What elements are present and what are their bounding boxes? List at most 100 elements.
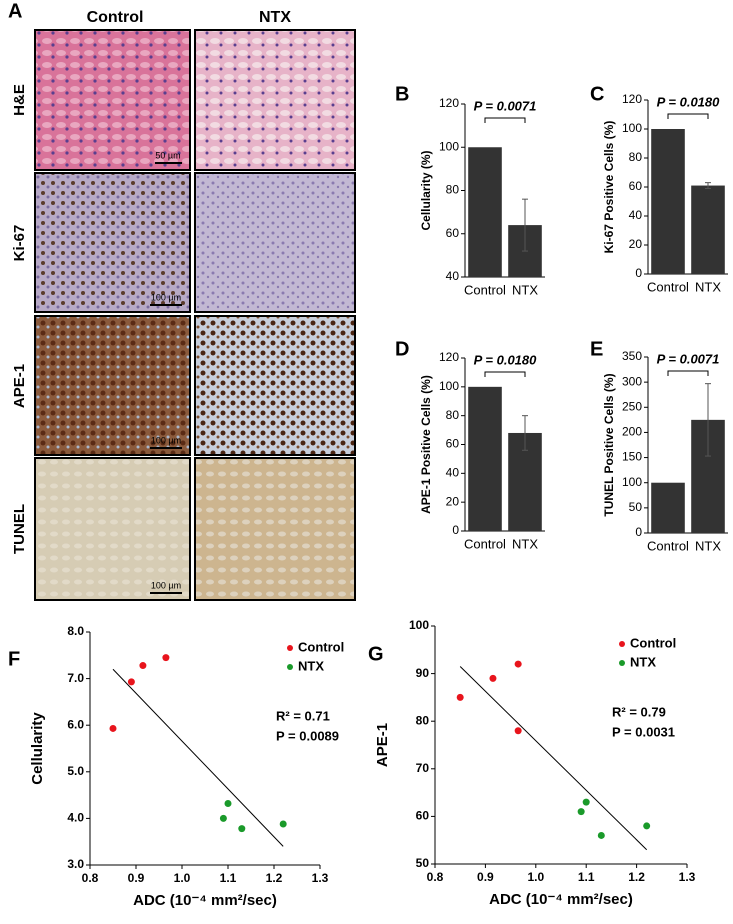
y-tick-label: 300: [622, 374, 642, 388]
y-tick-label: 100: [622, 475, 642, 489]
y-tick-label: 100: [409, 618, 429, 632]
row-label: H&E: [11, 84, 28, 116]
y-tick-label: 60: [446, 437, 460, 451]
image: [194, 172, 356, 313]
y-tick-label: 20: [446, 494, 460, 508]
point: [109, 724, 117, 732]
bar: [468, 386, 502, 531]
point: [224, 799, 232, 807]
panel-label: D: [395, 338, 409, 360]
y-tick-label: 50: [416, 856, 430, 870]
panel-label: G: [368, 643, 384, 665]
point: [127, 678, 135, 686]
panel-label: A: [8, 0, 22, 22]
trendline: [459, 666, 648, 851]
x-axis-label: ADC (10⁻⁴ mm²/sec): [489, 891, 633, 908]
x-tick-label: NTX: [695, 279, 721, 294]
y-tick-label: 80: [629, 150, 643, 164]
x-tick-label: NTX: [512, 282, 538, 297]
legend-marker: [619, 641, 625, 647]
bar: [691, 185, 725, 274]
column-label: NTX: [259, 9, 291, 26]
y-axis-label: Cellularity: [29, 712, 46, 785]
legend-label: Control: [630, 635, 676, 650]
point: [489, 674, 497, 682]
image: [34, 29, 191, 171]
x-tick-label: Control: [464, 536, 506, 551]
row-label: APE-1: [11, 364, 28, 408]
column-label: Control: [87, 9, 144, 26]
bracket: [484, 117, 526, 123]
y-tick-label: 40: [446, 466, 460, 480]
trendline: [112, 668, 284, 847]
y-tick-label: 100: [622, 121, 642, 135]
annotation: P = 0.0180: [657, 94, 721, 109]
image: [194, 315, 356, 456]
panel-label: B: [395, 83, 409, 105]
y-axis-label: APE-1: [374, 723, 391, 767]
scale-bar-label: 50 µm: [155, 150, 180, 160]
x-tick-label: NTX: [512, 536, 538, 551]
y-tick-label: 90: [416, 666, 430, 680]
x-tick-label: NTX: [695, 538, 721, 553]
y-tick-label: 7.0: [67, 671, 84, 685]
point: [514, 660, 522, 668]
y-tick-label: 40: [446, 269, 460, 283]
y-tick-label: 100: [439, 139, 459, 153]
image: [34, 457, 191, 601]
point: [219, 814, 227, 822]
point: [279, 820, 287, 828]
x-tick-label: Control: [647, 279, 689, 294]
x-tick-label: 1.3: [679, 870, 696, 884]
y-tick-label: 5.0: [67, 764, 84, 778]
x-tick-label: 1.1: [220, 871, 237, 885]
y-tick-label: 120: [439, 96, 459, 110]
y-tick-label: 100: [439, 379, 459, 393]
legend-marker: [287, 645, 293, 651]
annotation: P = 0.0180: [474, 352, 538, 367]
x-tick-label: Control: [647, 538, 689, 553]
annotation: P = 0.0071: [657, 351, 720, 366]
legend-marker: [287, 664, 293, 670]
y-tick-label: 250: [622, 399, 642, 413]
y-axis-label: TUNEL Positive Cells (%): [602, 373, 616, 516]
image: [194, 29, 356, 171]
x-tick-label: 1.0: [174, 871, 191, 885]
y-axis-label: APE-1 Positive Cells (%): [419, 375, 433, 514]
y-tick-label: 80: [446, 408, 460, 422]
scale-bar-label: 100 µm: [151, 580, 181, 590]
annotation: R² = 0.79: [612, 704, 666, 719]
bar: [651, 482, 685, 533]
y-axis-label: Ki-67 Positive Cells (%): [602, 121, 616, 254]
y-tick-label: 3.0: [67, 857, 84, 871]
row-label: Ki-67: [11, 225, 28, 262]
legend-marker: [619, 660, 625, 666]
annotation: R² = 0.71: [276, 708, 330, 723]
x-tick-label: 0.9: [128, 871, 145, 885]
point: [139, 662, 147, 670]
y-tick-label: 70: [416, 761, 430, 775]
point: [577, 808, 585, 816]
panel-label: C: [590, 83, 604, 105]
x-tick-label: 1.0: [527, 870, 544, 884]
y-axis-label: Cellularity (%): [419, 150, 433, 230]
y-tick-label: 6.0: [67, 717, 84, 731]
annotation: P = 0.0031: [612, 724, 675, 739]
y-tick-label: 0: [635, 266, 642, 280]
row-label: TUNEL: [11, 504, 28, 554]
legend-label: NTX: [630, 654, 656, 669]
x-tick-label: 1.1: [578, 870, 595, 884]
y-tick-label: 80: [416, 713, 430, 727]
y-tick-label: 120: [439, 350, 459, 364]
image: [34, 172, 191, 313]
annotation: P = 0.0089: [276, 728, 339, 743]
y-tick-label: 60: [446, 226, 460, 240]
point: [162, 654, 170, 662]
x-tick-label: 0.8: [82, 871, 99, 885]
panel-a: [34, 29, 356, 601]
scale-bar-label: 100 µm: [151, 435, 181, 445]
x-tick-label: 0.9: [477, 870, 494, 884]
bar: [651, 129, 685, 274]
x-tick-label: Control: [464, 282, 506, 297]
